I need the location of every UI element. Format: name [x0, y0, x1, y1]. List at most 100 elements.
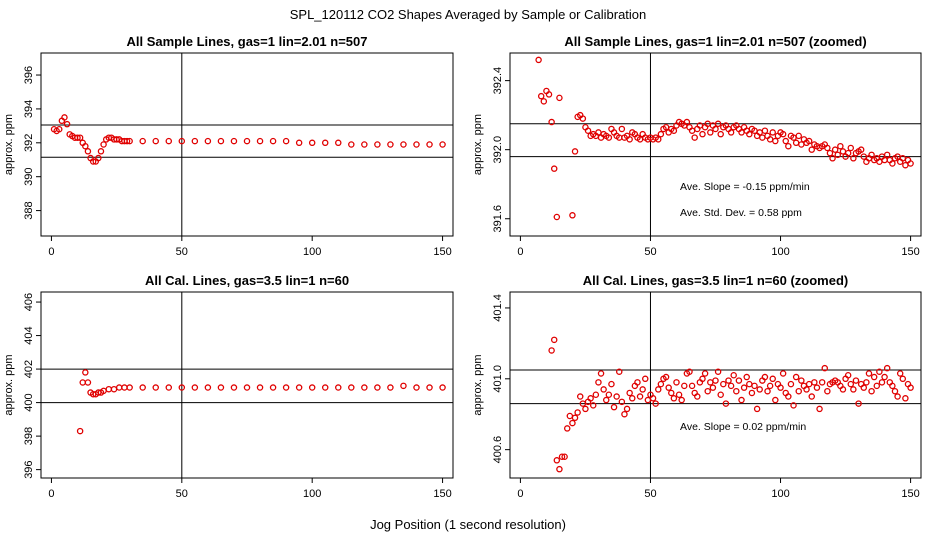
- data-point: [733, 387, 740, 395]
- data-point: [439, 384, 446, 391]
- data-point: [605, 134, 613, 141]
- data-point: [616, 368, 623, 375]
- data-point: [894, 393, 901, 400]
- data-point: [618, 398, 626, 406]
- x-tick-label: 100: [303, 488, 321, 500]
- data-point: [839, 148, 847, 155]
- data-point: [855, 400, 862, 407]
- data-point: [670, 395, 678, 402]
- data-point: [79, 379, 86, 386]
- data-point: [61, 114, 68, 121]
- data-point: [413, 384, 420, 391]
- data-point: [97, 148, 105, 155]
- data-point: [152, 384, 159, 391]
- data-point: [889, 382, 896, 390]
- x-tick-label: 100: [303, 246, 321, 258]
- data-point: [602, 396, 610, 404]
- data-point: [675, 391, 683, 398]
- data-point: [123, 137, 131, 145]
- y-tick-label: 391.6: [492, 205, 504, 233]
- data-point: [907, 384, 914, 391]
- data-point: [82, 369, 89, 376]
- data-point: [178, 384, 186, 391]
- data-point: [587, 395, 594, 402]
- y-tick-label: 404: [23, 326, 35, 344]
- data-point: [387, 384, 394, 391]
- data-point: [655, 386, 662, 393]
- data-point: [115, 384, 123, 391]
- data-point: [400, 382, 407, 390]
- data-point: [566, 412, 574, 420]
- data-point: [639, 386, 646, 393]
- data-point: [735, 377, 743, 384]
- data-point: [714, 120, 722, 128]
- data-point: [548, 118, 555, 126]
- data-point: [623, 405, 631, 413]
- x-tick-label: 150: [433, 246, 451, 258]
- data-point: [84, 379, 92, 386]
- data-point: [308, 384, 316, 391]
- data-point: [563, 425, 571, 432]
- annotation-text: Ave. Std. Dev. = 0.58 ppm: [680, 207, 802, 219]
- data-point: [777, 384, 784, 391]
- panel-title: All Cal. Lines, gas=3.5 lin=1 n=60: [145, 273, 349, 288]
- x-tick-label: 100: [771, 488, 789, 500]
- data-point: [642, 375, 649, 383]
- data-point: [805, 137, 813, 145]
- data-point: [863, 379, 870, 386]
- data-point: [779, 370, 787, 377]
- plot-frame: [40, 291, 454, 479]
- data-point: [230, 137, 238, 145]
- data-point: [883, 151, 891, 159]
- data-point: [709, 384, 717, 391]
- data-point: [537, 92, 545, 100]
- data-point: [844, 149, 852, 157]
- y-tick-label: 406: [23, 293, 35, 311]
- plot-area: [41, 292, 453, 478]
- data-point: [868, 387, 875, 395]
- data-point: [626, 136, 633, 143]
- data-point: [426, 141, 433, 148]
- data-point: [652, 400, 659, 407]
- data-point: [712, 377, 719, 384]
- data-point: [139, 384, 146, 391]
- data-point: [84, 148, 92, 155]
- data-point: [699, 375, 706, 383]
- data-point: [605, 391, 613, 398]
- data-point: [704, 387, 711, 395]
- plot-area: [510, 53, 921, 236]
- data-point: [589, 402, 597, 409]
- data-point: [795, 132, 802, 140]
- data-point: [785, 393, 792, 400]
- data-point: [269, 384, 277, 391]
- data-point: [720, 380, 727, 388]
- y-tick-label: 392.0: [492, 136, 504, 164]
- data-point: [579, 115, 587, 122]
- panel-title: All Cal. Lines, gas=3.5 lin=1 n=60 (zoom…: [583, 273, 849, 288]
- data-point: [756, 386, 763, 393]
- data-point: [374, 141, 381, 148]
- data-point: [785, 142, 792, 150]
- data-point: [795, 387, 802, 395]
- data-point: [811, 379, 818, 386]
- data-point: [665, 384, 672, 391]
- data-point: [230, 384, 238, 391]
- data-point: [681, 382, 688, 390]
- data-point: [610, 403, 618, 411]
- data-point: [865, 370, 873, 377]
- data-point: [657, 130, 665, 138]
- chart-panel: All Cal. Lines, gas=3.5 lin=1 n=60 0 50 100…: [3, 273, 454, 500]
- data-point: [772, 137, 779, 145]
- data-point: [883, 364, 891, 372]
- data-point: [779, 130, 787, 138]
- data-point: [191, 384, 199, 391]
- chart-panel: All Sample Lines, gas=1 lin=2.01 n=507 (…: [472, 34, 922, 258]
- data-point: [707, 129, 714, 136]
- data-point: [556, 465, 563, 473]
- data-point: [335, 139, 342, 147]
- data-point: [670, 127, 678, 134]
- data-point: [571, 414, 579, 422]
- data-point: [761, 373, 769, 381]
- data-point: [553, 457, 561, 464]
